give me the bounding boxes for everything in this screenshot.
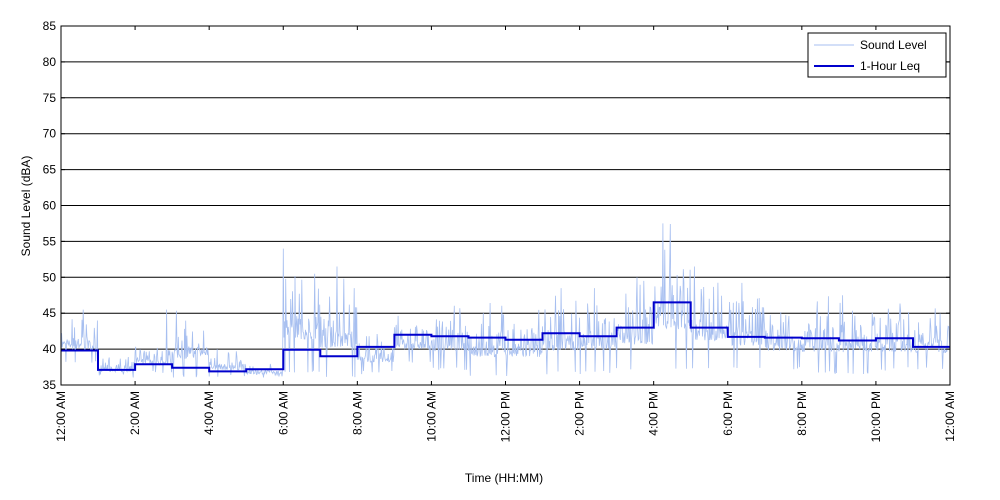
x-tick-label: 10:00 AM [424, 391, 438, 442]
legend-label-leq: 1-Hour Leq [860, 59, 920, 73]
x-tick-label: 8:00 PM [795, 391, 809, 436]
legend: Sound Level 1-Hour Leq [807, 32, 947, 78]
y-axis: 35 40 45 50 55 60 65 70 75 80 85 [43, 19, 950, 392]
x-tick-label: 12:00 AM [943, 391, 957, 442]
y-tick-label: 45 [43, 306, 57, 320]
leq-step-line [61, 301, 950, 373]
y-tick-label: 85 [43, 19, 57, 33]
x-tick-label: 6:00 AM [276, 391, 290, 435]
y-tick-label: 35 [43, 378, 57, 392]
x-axis-label: Time (HH:MM) [465, 471, 543, 485]
sound-level-line [60, 223, 951, 378]
y-tick-label: 80 [43, 55, 57, 69]
y-tick-label: 65 [43, 163, 57, 177]
x-tick-label: 6:00 PM [721, 391, 735, 436]
y-tick-label: 75 [43, 91, 57, 105]
x-tick-label: 2:00 AM [128, 391, 142, 435]
y-tick-label: 60 [43, 199, 57, 213]
y-tick-label: 40 [43, 342, 57, 356]
leq-series [61, 301, 950, 373]
legend-box [807, 32, 947, 78]
x-tick-label: 4:00 AM [202, 391, 216, 435]
y-tick-label: 50 [43, 270, 57, 284]
sound-level-series [60, 223, 951, 378]
x-tick-label: 12:00 AM [54, 391, 68, 442]
y-tick-label: 55 [43, 234, 57, 248]
x-tick-label: 2:00 PM [573, 391, 587, 436]
x-tick-label: 12:00 PM [499, 391, 513, 442]
x-tick-label: 10:00 PM [869, 391, 883, 442]
legend-label-sound-level: Sound Level [860, 38, 927, 52]
y-axis-label: Sound Level (dBA) [19, 156, 33, 257]
grid-lines [61, 61, 950, 350]
x-axis: 12:00 AM 2:00 AM 4:00 AM 6:00 AM 8:00 AM 10:0… [54, 26, 957, 442]
x-tick-label: 8:00 AM [350, 391, 364, 435]
y-tick-label: 70 [43, 127, 57, 141]
x-tick-label: 4:00 PM [647, 391, 661, 436]
